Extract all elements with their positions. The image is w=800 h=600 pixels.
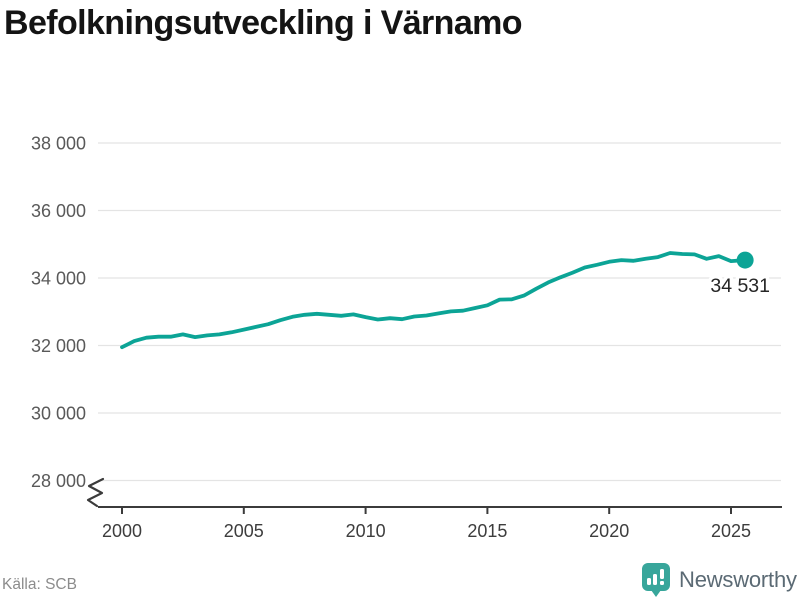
y-axis-tick-label: 32 000 — [31, 336, 86, 356]
x-axis-tick-label: 2025 — [711, 521, 751, 541]
chart-title: Befolkningsutveckling i Värnamo — [4, 4, 523, 42]
y-axis-tick-label: 34 000 — [31, 269, 86, 289]
y-axis-tick-label: 28 000 — [31, 471, 86, 491]
last-value-dot — [736, 251, 754, 269]
x-axis-tick-label: 2010 — [346, 521, 386, 541]
x-axis-tick-label: 2020 — [589, 521, 629, 541]
population-line-series — [120, 251, 747, 350]
x-axis-tick-label: 2005 — [224, 521, 264, 541]
y-axis-tick-label: 30 000 — [31, 404, 86, 424]
source-note: Källa: SCB — [2, 576, 77, 593]
x-axis-tick-label: 2015 — [467, 521, 507, 541]
y-axis-tick-label: 36 000 — [31, 201, 86, 221]
y-axis-break-icon — [86, 477, 105, 508]
newsworthy-logo-icon — [642, 563, 670, 597]
newsworthy-brand: Newsworthy — [641, 562, 797, 598]
x-axis-tick-label: 2000 — [102, 521, 142, 541]
last-value-label: 34 531 — [710, 275, 770, 297]
y-axis-tick-label: 38 000 — [31, 134, 86, 154]
newsworthy-wordmark: Newsworthy — [679, 567, 797, 592]
